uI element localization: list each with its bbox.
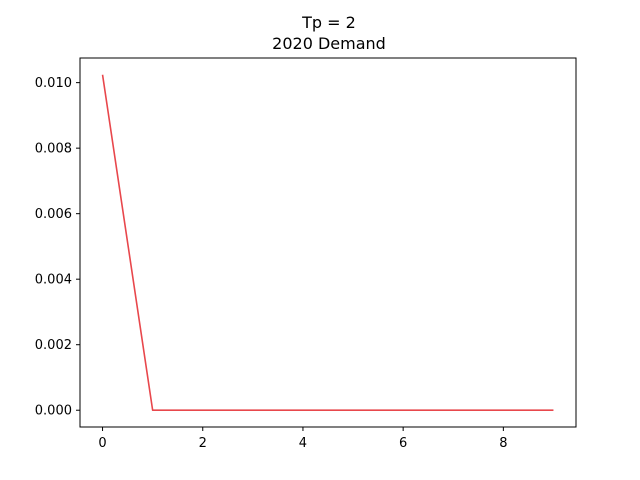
chart-subtitle: 2020 Demand xyxy=(272,34,386,53)
x-tick-label: 4 xyxy=(299,436,307,451)
y-tick-label: 0.008 xyxy=(35,142,72,157)
series-line-0 xyxy=(101,74,554,412)
x-tick-label: 0 xyxy=(98,436,106,451)
y-tick-label: 0.002 xyxy=(35,338,72,353)
y-tick-label: 0.006 xyxy=(35,207,72,222)
chart-title: Tp = 2 xyxy=(301,13,356,32)
y-tick-label: 0.010 xyxy=(35,76,72,91)
x-tick-label: 8 xyxy=(499,436,507,451)
plot-frame xyxy=(79,57,577,428)
y-tick-label: 0.000 xyxy=(35,404,72,419)
series-layer xyxy=(101,74,554,412)
x-tick-label: 6 xyxy=(399,436,407,451)
axis-ticks: 0 2 4 6 8 0.000 0.002 0.004 0.006 0.008 0.010 xyxy=(35,76,508,451)
x-tick-label: 2 xyxy=(199,436,207,451)
y-tick-label: 0.004 xyxy=(35,273,72,288)
